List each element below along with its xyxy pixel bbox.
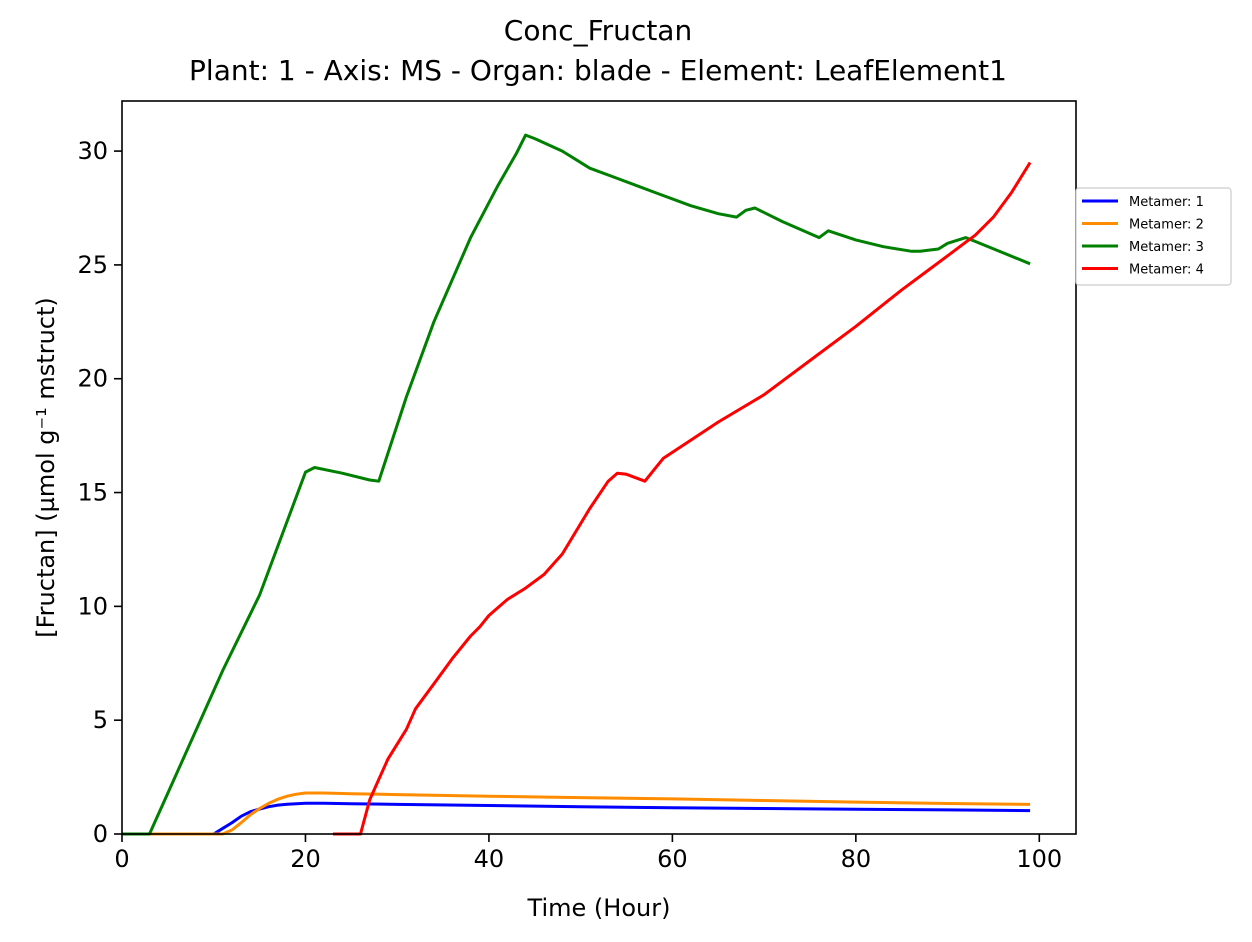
y-tick-label: 10 [77,592,108,620]
x-axis-label: Time (Hour) [527,894,671,922]
x-tick-label: 80 [841,845,872,873]
x-axis: 0 20 40 60 80 100 [114,834,1062,873]
series-line-metamer-4 [333,161,1032,836]
chart-title: Conc_Fructan [503,14,693,47]
x-tick-label: 100 [1016,845,1062,873]
x-tick-label: 40 [474,845,505,873]
series-layer [122,133,1032,836]
series-line-metamer-1 [122,801,1031,836]
y-tick-label: 20 [77,365,108,393]
legend-label: Metamer: 4 [1129,263,1204,278]
y-tick-label: 25 [77,251,108,279]
x-tick-label: 20 [290,845,321,873]
legend-box [1075,187,1232,286]
series-line-metamer-3 [122,133,1031,836]
x-tick-label: 0 [114,845,129,873]
y-tick-label: 30 [77,137,108,165]
legend-label: Metamer: 1 [1129,195,1204,210]
legend-label: Metamer: 3 [1129,240,1204,255]
chart-subtitle: Plant: 1 - Axis: MS - Organ: blade - Ele… [189,54,1007,87]
y-axis-label: [Fructan] (µmol g⁻¹ mstruct) [32,297,60,638]
y-tick-label: 0 [93,820,108,848]
y-tick-label: 15 [77,479,108,507]
x-tick-label: 60 [657,845,688,873]
legend-label: Metamer: 2 [1129,218,1204,233]
plot-area-frame [121,100,1077,835]
series-line-metamer-2 [122,791,1031,836]
y-tick-label: 5 [93,706,108,734]
y-axis: 0 5 10 15 20 25 30 [77,137,122,848]
legend: Metamer: 1 Metamer: 2 Metamer: 3 Metamer: 4 [1075,187,1232,286]
